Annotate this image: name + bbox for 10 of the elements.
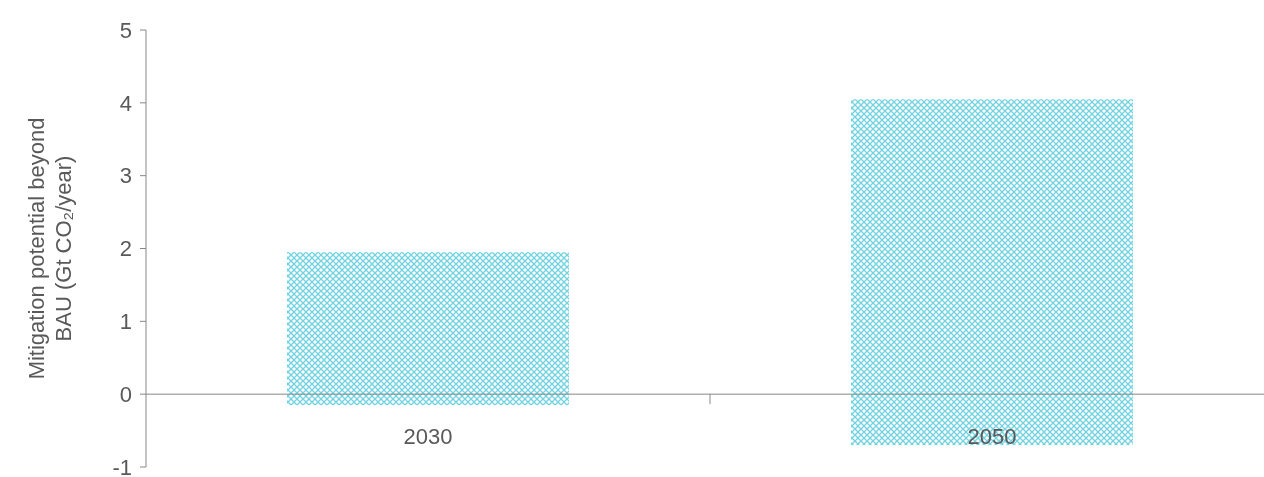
y-tick-label: -1 <box>112 454 132 477</box>
x-tick-label: 2050 <box>967 424 1017 450</box>
y-tick-label: 4 <box>119 90 132 116</box>
x-tick-label: 2030 <box>403 424 453 450</box>
y-tick-label: 2 <box>119 236 132 262</box>
y-tick-label: 3 <box>119 163 132 189</box>
y-tick-label: 1 <box>119 309 132 335</box>
y-tick-label: 0 <box>119 381 132 407</box>
y-tick-label: 5 <box>119 17 132 43</box>
y-axis-title: Mitigation potential beyond BAU (Gt CO₂/year) <box>24 117 76 380</box>
